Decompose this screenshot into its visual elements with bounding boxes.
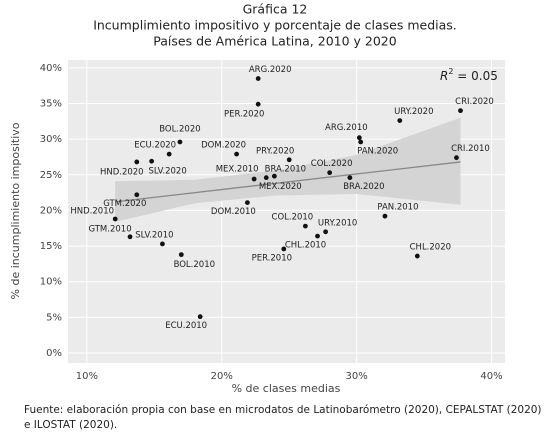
point	[234, 151, 239, 157]
point-label: PER.2010	[252, 253, 292, 263]
point-label: BRA.2010	[265, 165, 306, 175]
confidence-band	[115, 117, 461, 222]
point-label: PAN.2010	[377, 203, 418, 213]
y-tick-label: 20%	[40, 205, 62, 216]
point-label: ECU.2020	[134, 141, 176, 151]
point	[166, 151, 172, 157]
point	[197, 314, 203, 320]
x-tick-label: 30%	[346, 371, 368, 382]
point	[454, 155, 459, 161]
point-label: BOL.2010	[174, 260, 215, 270]
point-label: BRA.2020	[343, 182, 384, 192]
point	[134, 159, 140, 165]
point-label: CRI.2020	[455, 97, 494, 107]
y-axis-label: % de incumplimiento impositivo	[9, 122, 22, 299]
point-label: PAN.2020	[357, 146, 398, 156]
point-label: CHL.2010	[285, 241, 326, 251]
point	[327, 170, 333, 176]
point-label: HND.2010	[70, 206, 114, 216]
r-superscript: 2	[448, 67, 453, 76]
y-tick-label: 35%	[40, 98, 62, 109]
point-label: ARG.2020	[249, 65, 292, 75]
point-label: ECU.2010	[165, 321, 207, 331]
chart-title: Países de América Latina, 2010 y 2020	[153, 34, 396, 49]
point	[134, 192, 140, 198]
source-note: e ILOSTAT (2020).	[24, 419, 117, 431]
point-label: HND.2020	[100, 167, 144, 177]
r-value: = 0.05	[453, 69, 497, 83]
trend-line	[115, 161, 461, 203]
x-tick-label: 40%	[480, 371, 502, 382]
point-label: COL.2020	[311, 159, 353, 169]
x-axis-label: % de clases medias	[232, 382, 341, 395]
point	[244, 200, 250, 205]
point	[263, 175, 269, 181]
point	[356, 135, 362, 141]
point	[347, 175, 353, 181]
point-label: BOL.2020	[159, 124, 200, 134]
point-label: GTM.2010	[88, 224, 131, 234]
point-label: SLV.2020	[148, 167, 186, 177]
point	[177, 139, 183, 145]
point	[458, 108, 463, 114]
y-tick-label: 30%	[40, 134, 62, 145]
point-label: URY.2020	[394, 107, 433, 117]
point	[251, 176, 257, 182]
point-label: SLV.2010	[135, 230, 173, 240]
point-label: URY.2010	[318, 218, 357, 228]
point-label: DOM.2010	[211, 207, 256, 217]
point-label: PER.2020	[224, 110, 264, 120]
point-label: MEX.2010	[216, 165, 259, 175]
source-note: Fuente: elaboración propia con base en m…	[24, 404, 542, 416]
r-symbol: R	[440, 69, 448, 83]
point	[286, 157, 292, 163]
point-label: CHL.2020	[410, 243, 451, 253]
y-tick-label: 0%	[46, 348, 62, 359]
point	[281, 246, 287, 252]
point	[414, 253, 420, 259]
y-tick-label: 15%	[40, 241, 62, 252]
point	[271, 173, 277, 179]
point-label: MEX.2020	[259, 182, 302, 192]
point	[255, 76, 261, 81]
chart-title: Gráfica 12	[243, 2, 308, 17]
point-label: PRY.2020	[256, 146, 294, 156]
y-tick-label: 5%	[46, 312, 62, 323]
y-tick-label: 25%	[40, 170, 62, 181]
point	[149, 158, 155, 164]
point	[160, 241, 165, 247]
point-label: ARG.2010	[325, 123, 368, 133]
point-label: DOM.2020	[201, 141, 246, 151]
point	[358, 139, 364, 145]
point	[255, 101, 261, 107]
point-label: CRI.2010	[451, 144, 490, 154]
chart-title: Incumplimiento impositivo y porcentaje d…	[93, 18, 457, 33]
point	[127, 234, 133, 240]
x-tick-label: 20%	[211, 371, 233, 382]
y-tick-label: 40%	[40, 63, 62, 74]
r-squared: R2 = 0.05	[440, 67, 498, 83]
point	[315, 233, 320, 239]
point-label: COL.2010	[272, 213, 314, 223]
point	[302, 223, 308, 229]
y-tick-label: 10%	[40, 277, 62, 288]
x-tick-label: 10%	[76, 371, 98, 382]
point	[112, 216, 118, 222]
point	[323, 229, 329, 235]
point	[397, 118, 403, 123]
point	[382, 213, 388, 219]
point	[178, 252, 184, 258]
point-label: GTM.2020	[103, 199, 146, 209]
